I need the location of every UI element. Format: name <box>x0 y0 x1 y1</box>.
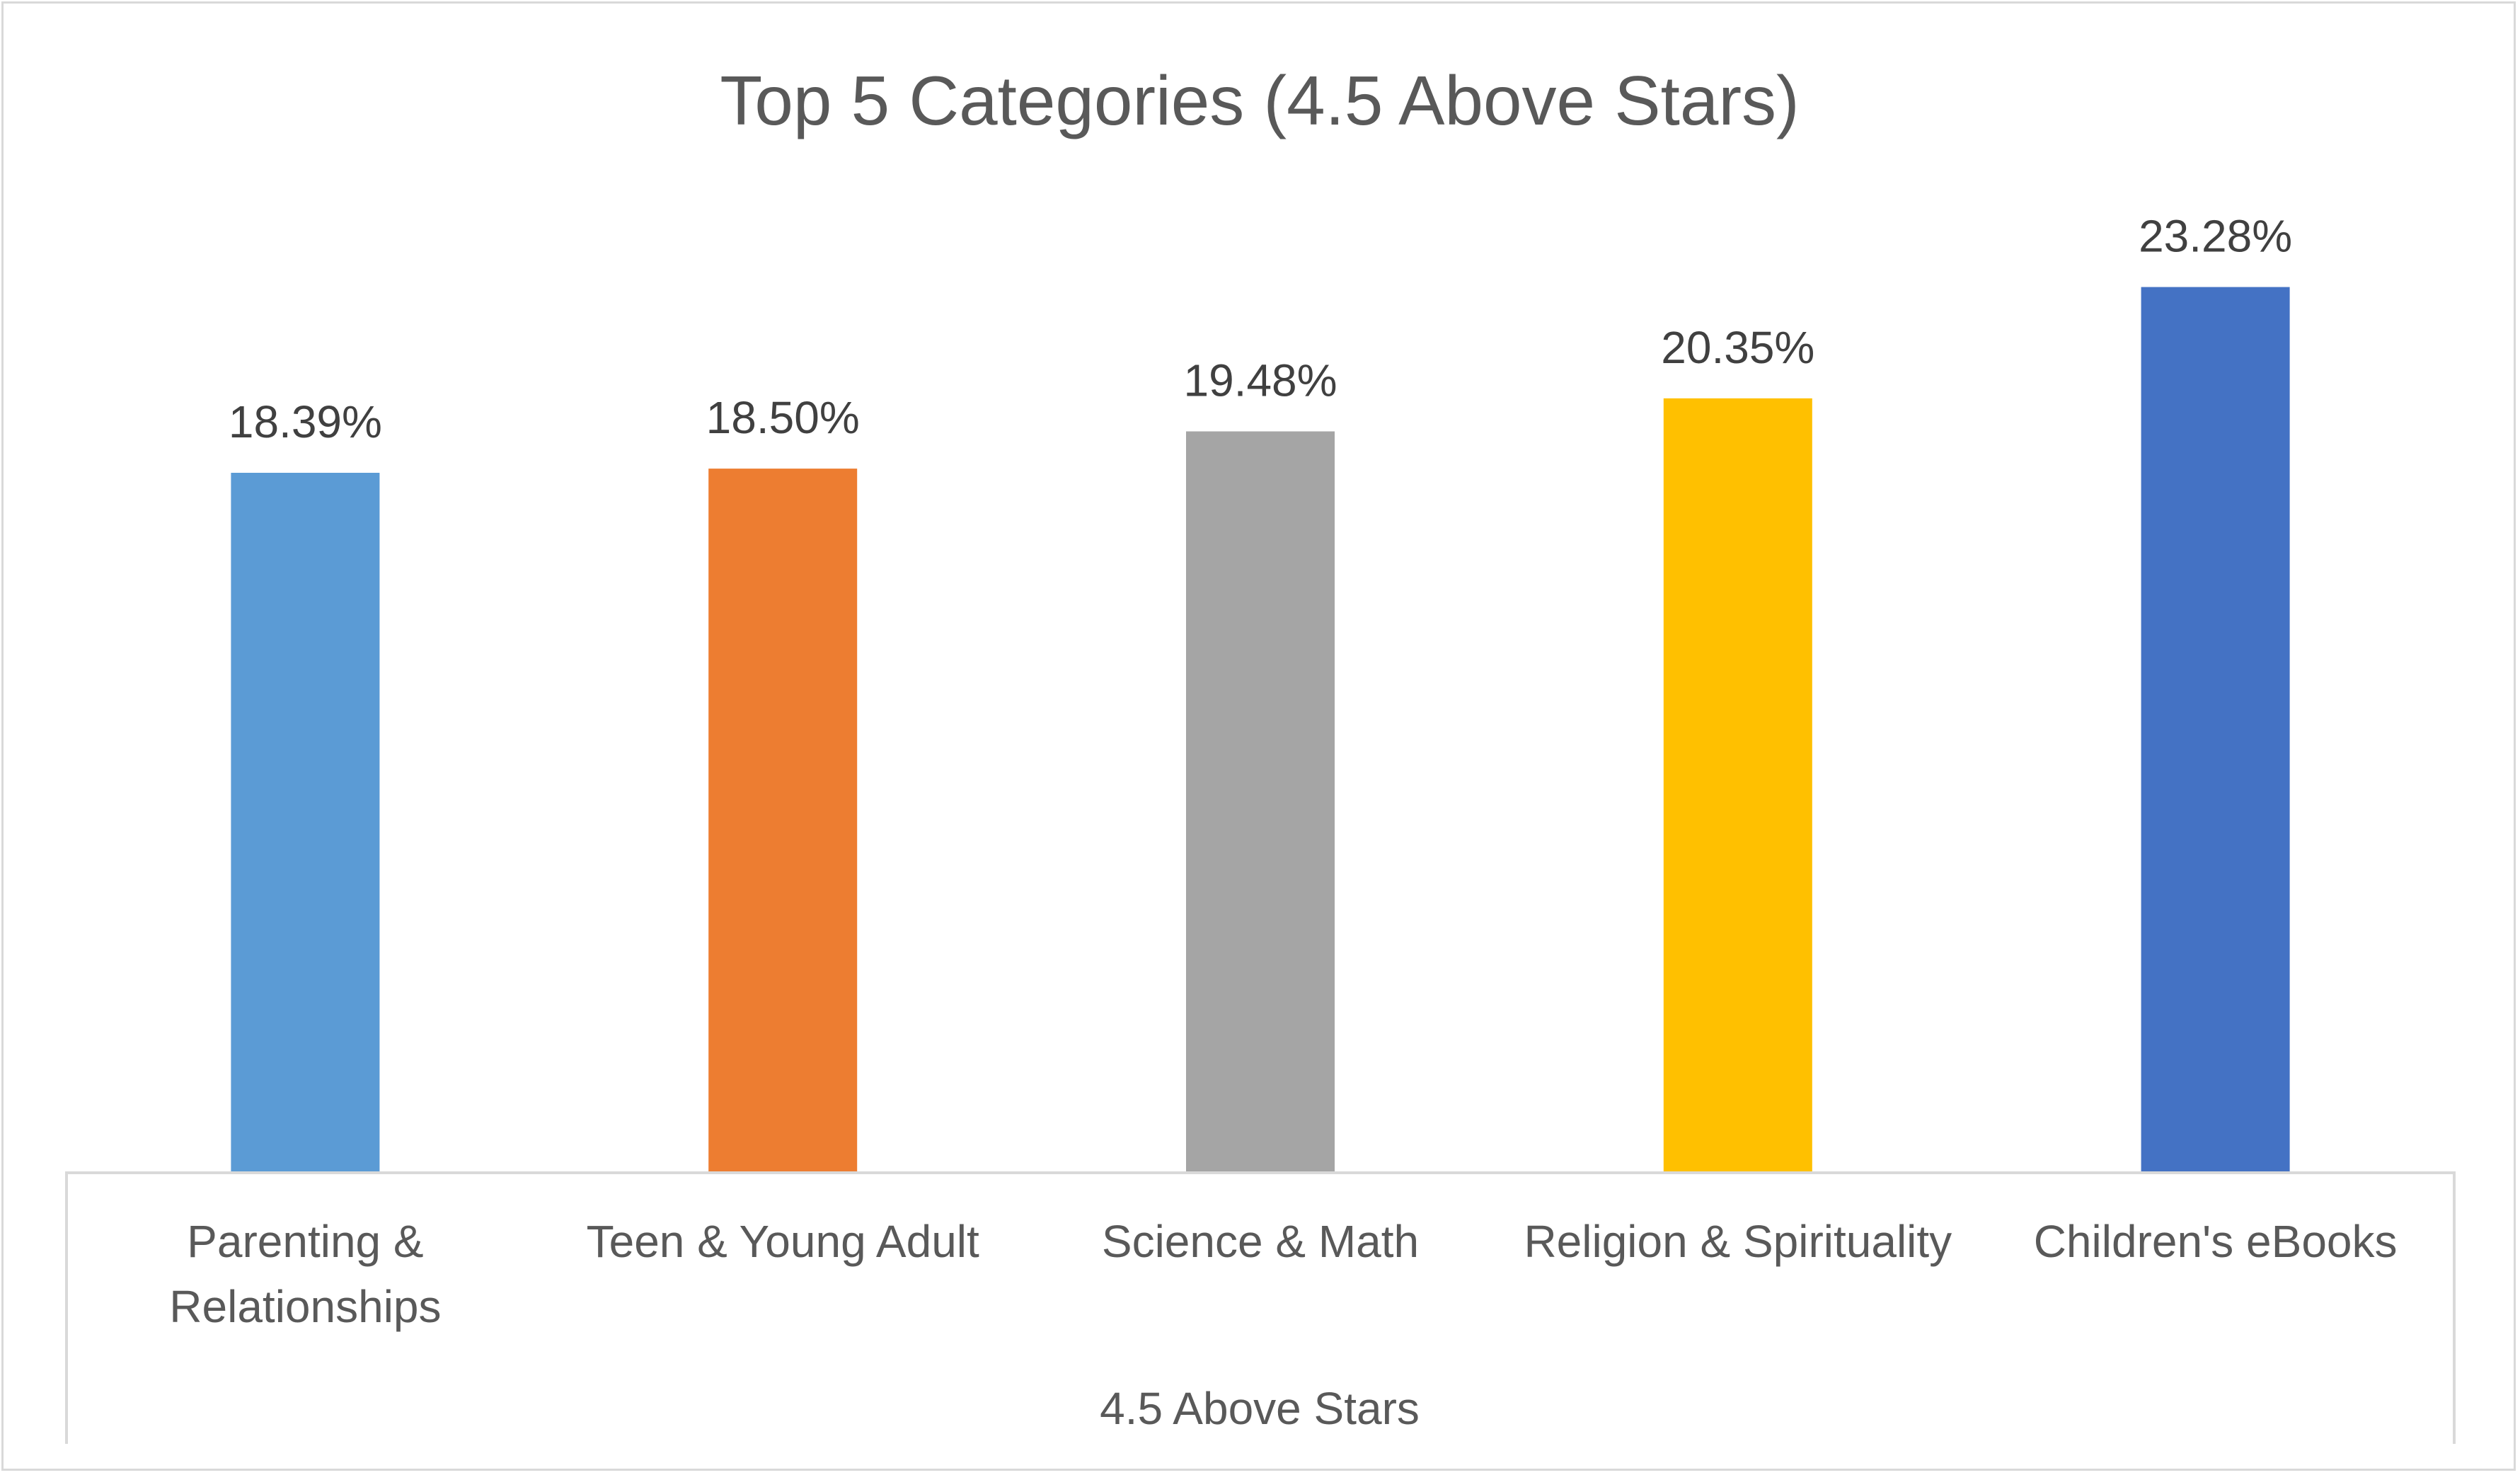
data-label-2: 18.50% <box>706 392 860 443</box>
category-label-1-line-1: Parenting & <box>187 1216 423 1267</box>
bar-2 <box>708 469 858 1171</box>
category-label-5: Children's eBooks <box>2034 1216 2398 1267</box>
x-axis-title: 4.5 Above Stars <box>1100 1383 1420 1434</box>
category-label-2: Teen & Young Adult <box>587 1216 979 1267</box>
category-label-4: Religion & Spirituality <box>1524 1216 1952 1267</box>
category-label-1-line-2: Relationships <box>169 1281 441 1332</box>
bar-1 <box>231 473 380 1171</box>
data-label-1: 18.39% <box>229 396 382 447</box>
bar-4 <box>1663 398 1812 1171</box>
data-labels-group: 18.39% 18.50% 19.48% 20.35% 23.28% <box>229 211 2292 447</box>
bar-3 <box>1186 431 1335 1171</box>
category-axis <box>65 1171 2456 1444</box>
data-label-4: 20.35% <box>1661 322 1814 373</box>
bars-group <box>231 287 2290 1171</box>
data-label-3: 19.48% <box>1183 355 1337 406</box>
category-label-3: Science & Math <box>1102 1216 1419 1267</box>
bar-5 <box>2141 287 2290 1171</box>
data-label-5: 23.28% <box>2139 211 2292 262</box>
chart-title: Top 5 Categories (4.5 Above Stars) <box>720 62 1799 139</box>
category-labels-group: Parenting & Relationships Teen & Young Adu… <box>169 1216 2397 1332</box>
